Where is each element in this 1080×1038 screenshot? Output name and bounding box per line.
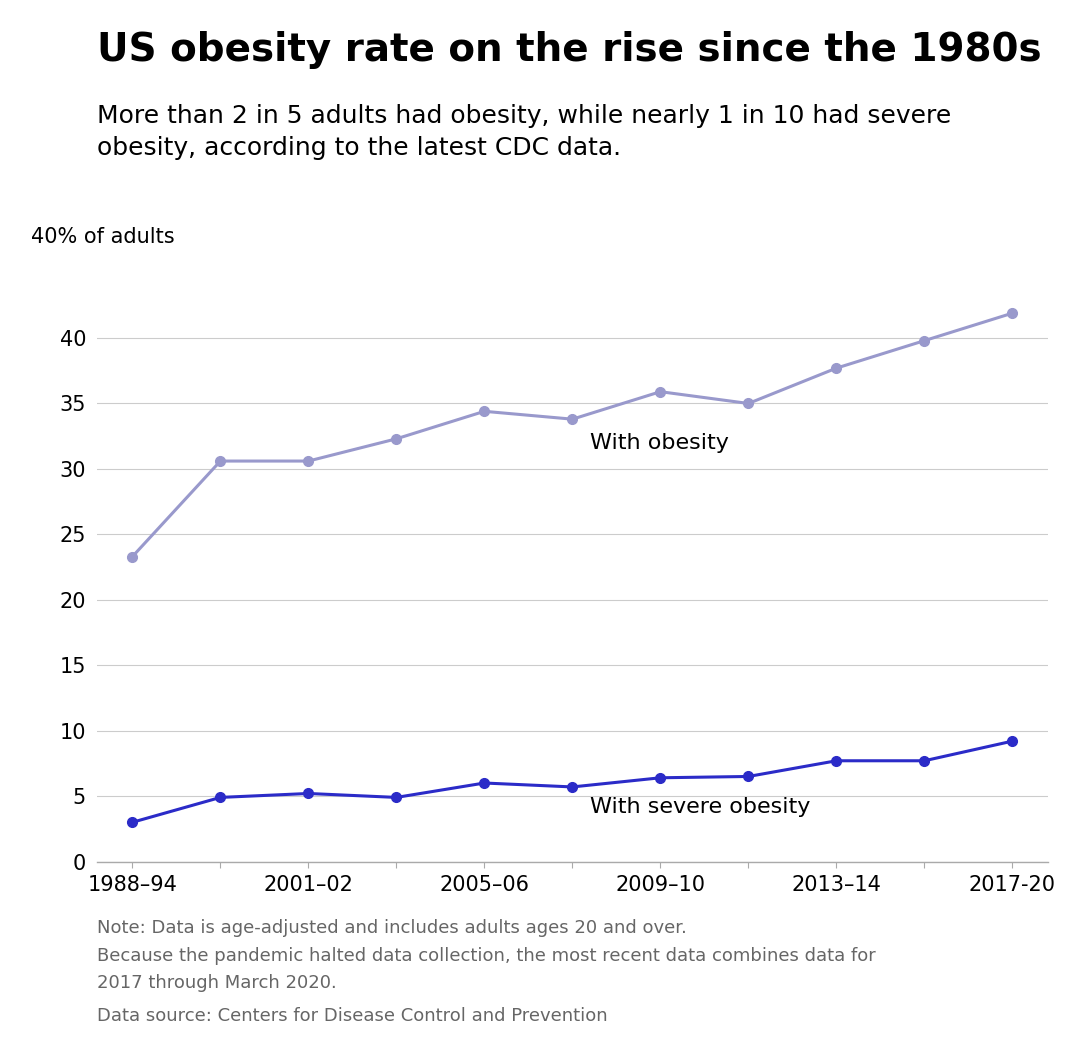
Text: 40% of adults: 40% of adults <box>30 227 174 247</box>
Text: With severe obesity: With severe obesity <box>590 796 810 817</box>
Text: Because the pandemic halted data collection, the most recent data combines data : Because the pandemic halted data collect… <box>97 947 876 964</box>
Text: Note: Data is age-adjusted and includes adults ages 20 and over.: Note: Data is age-adjusted and includes … <box>97 919 687 936</box>
Text: With obesity: With obesity <box>590 433 729 453</box>
Text: More than 2 in 5 adults had obesity, while nearly 1 in 10 had severe
obesity, ac: More than 2 in 5 adults had obesity, whi… <box>97 104 951 160</box>
Text: Data source: Centers for Disease Control and Prevention: Data source: Centers for Disease Control… <box>97 1007 608 1025</box>
Text: 2017 through March 2020.: 2017 through March 2020. <box>97 974 337 991</box>
Text: US obesity rate on the rise since the 1980s: US obesity rate on the rise since the 19… <box>97 31 1042 70</box>
